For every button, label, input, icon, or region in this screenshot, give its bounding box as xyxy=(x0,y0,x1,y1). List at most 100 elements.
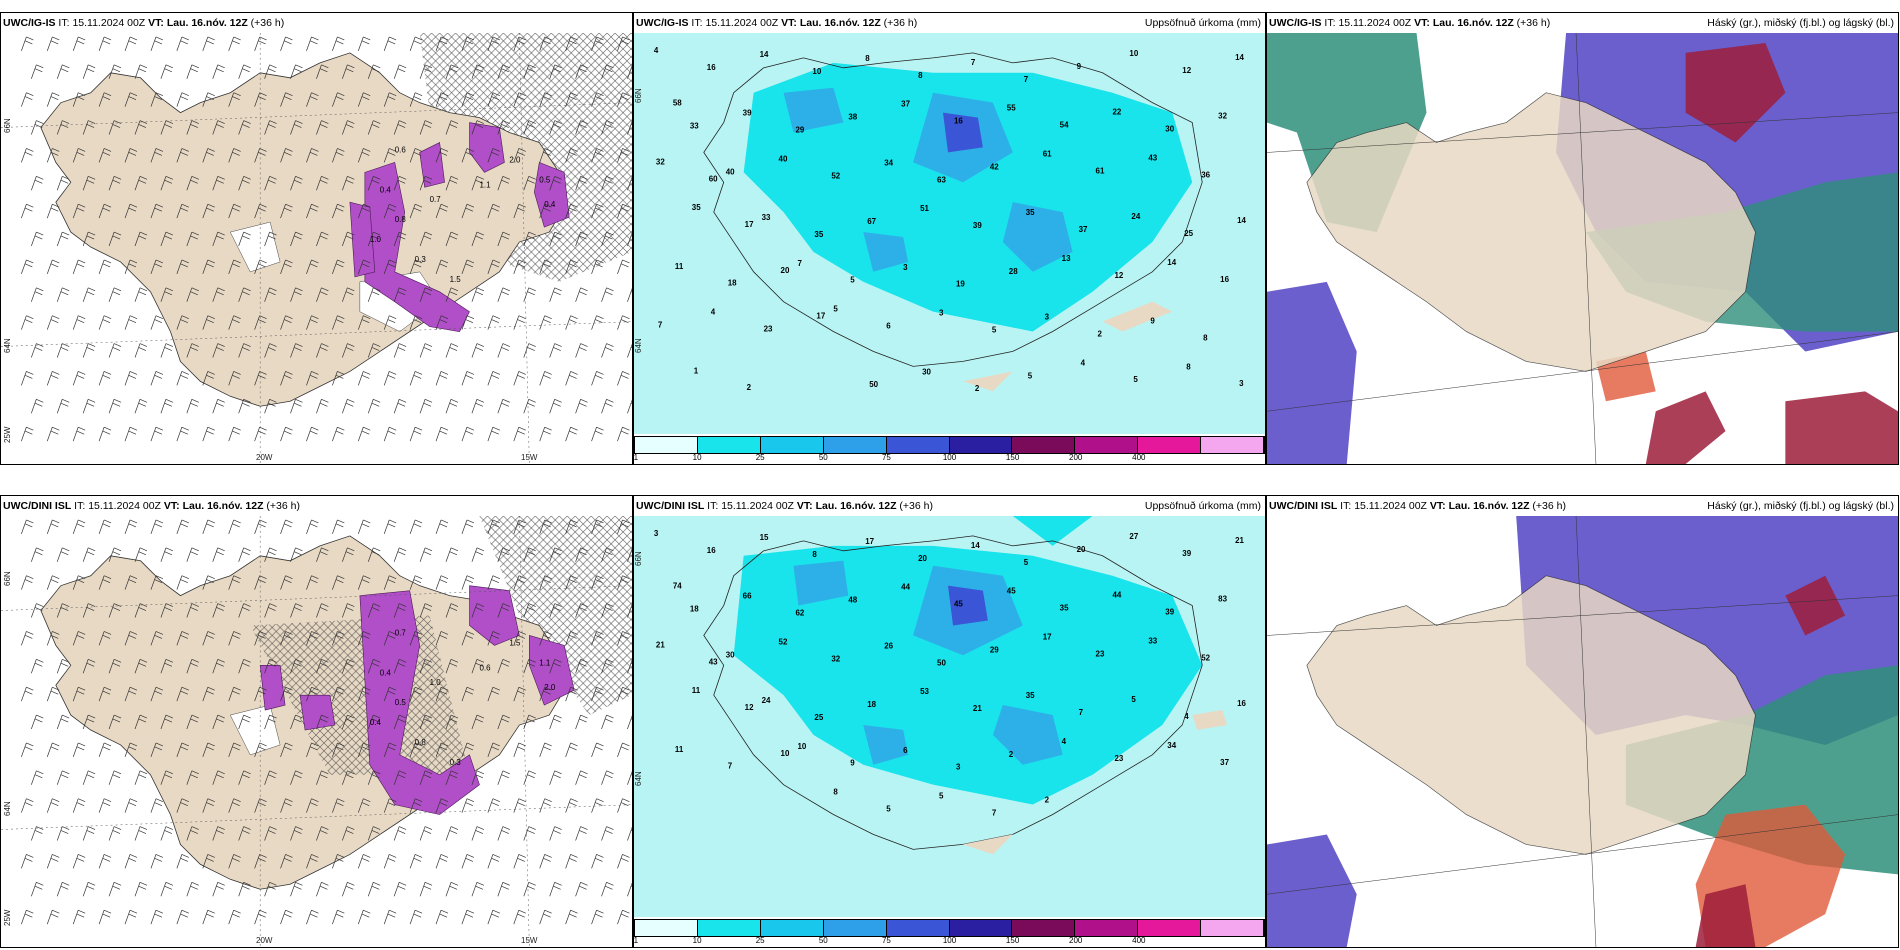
colorbar-swatch xyxy=(949,437,1013,453)
wind-barb xyxy=(108,659,122,674)
wind-barb xyxy=(409,631,423,646)
wind-barb xyxy=(134,547,148,562)
colorbar-tick-label: 75 xyxy=(881,936,891,945)
wind-barb xyxy=(316,881,329,897)
wind-barb xyxy=(513,36,526,52)
iceland-outline xyxy=(703,535,1203,850)
wind-barb xyxy=(565,36,578,52)
panel-wind-precip-ig: UWC/IG-IS IT: 15.11.2024 00Z VT: Lau. 16… xyxy=(0,12,633,465)
wind-barb xyxy=(316,231,329,247)
wind-barb xyxy=(316,64,329,79)
wind-barb xyxy=(72,92,86,107)
wind-barb xyxy=(445,120,459,135)
colorbar-swatch xyxy=(697,437,761,453)
precip-amount: 61 xyxy=(1096,166,1105,175)
wind-barb xyxy=(627,715,632,730)
wind-barb xyxy=(591,315,604,330)
wind-barb xyxy=(565,575,578,590)
wind-barb xyxy=(523,231,536,247)
precip-amount: 18 xyxy=(867,700,876,709)
wind-barb xyxy=(228,519,241,535)
wind-barb xyxy=(367,770,381,785)
wind-barb xyxy=(202,203,215,219)
precip-amount: 8 xyxy=(918,71,923,80)
wind-barb xyxy=(290,547,303,562)
wind-barb xyxy=(383,798,397,813)
wind-barb xyxy=(124,854,138,869)
wind-barb xyxy=(56,343,70,358)
iceland-cloud-map xyxy=(1267,33,1898,464)
precip-amount: 7 xyxy=(971,58,976,67)
precip-amount: 7 xyxy=(658,321,663,330)
wind-barb xyxy=(497,547,510,562)
wind-barb xyxy=(264,770,277,785)
precip-value-label: 1.1 xyxy=(479,180,491,189)
it-label: IT: xyxy=(707,500,719,512)
wind-barb xyxy=(238,603,251,618)
wind-barb xyxy=(160,547,174,562)
wind-barb xyxy=(254,315,267,330)
wind-barb xyxy=(212,881,225,897)
wind-barb xyxy=(21,854,34,869)
wind-barb xyxy=(290,176,303,191)
wind-barb xyxy=(513,426,526,442)
wind-barb xyxy=(264,398,277,414)
wind-barb xyxy=(176,203,189,219)
wind-barb xyxy=(316,826,329,841)
wind-barb xyxy=(98,371,112,386)
wind-barb xyxy=(513,742,526,757)
colorbar-tick-label: 100 xyxy=(942,453,957,462)
vt-value: Lau. 16.nóv. 12Z xyxy=(166,17,248,29)
wind-barb xyxy=(280,854,293,869)
wind-barb xyxy=(176,92,189,107)
wind-barb xyxy=(134,714,148,730)
precip-map: 4 16 14 10 8 8 7 7 9 10 12 14 33 39 29 38 37 16 55 54 22 30 32… xyxy=(634,33,1265,434)
wind-barb xyxy=(306,575,319,590)
precip-amount: 9 xyxy=(1077,62,1082,71)
wind-barb xyxy=(21,519,34,535)
wind-barb xyxy=(72,259,86,274)
wind-barb xyxy=(435,798,449,813)
wind-barb xyxy=(435,259,449,274)
wind-barb xyxy=(56,398,70,414)
wind-barb xyxy=(332,148,345,163)
wind-barb xyxy=(617,798,630,813)
colorbar-boxes xyxy=(634,919,1265,937)
iceland-precip-map: 4161410887791012143339293837165554223032… xyxy=(634,33,1265,434)
precip-amount: 51 xyxy=(920,204,929,213)
wind-barb xyxy=(254,909,267,925)
wind-barb xyxy=(46,426,60,442)
wind-barb xyxy=(435,742,449,757)
precip-amount: 39 xyxy=(743,109,752,118)
wind-barb xyxy=(280,148,293,163)
wind-barb xyxy=(601,120,614,135)
wind-barb xyxy=(134,231,148,247)
lead-time: (+36 h) xyxy=(883,17,918,29)
wind-barb xyxy=(228,686,241,702)
wind-barb xyxy=(357,371,371,386)
precip-amount: 25 xyxy=(1184,229,1193,238)
wind-barb xyxy=(21,742,34,757)
precip-amount: 23 xyxy=(1096,649,1105,658)
wind-barb xyxy=(280,36,293,52)
wind-barb xyxy=(150,798,164,813)
wind-barb xyxy=(98,854,112,869)
wind-barb xyxy=(228,315,241,330)
wind-barb xyxy=(461,92,475,107)
colorbar-swatch xyxy=(1012,920,1076,936)
wind-barb xyxy=(332,315,345,330)
precip-amount: 11 xyxy=(675,745,684,754)
wind-barb xyxy=(176,315,189,330)
wind-barb xyxy=(316,547,329,562)
wind-barb xyxy=(186,176,199,191)
wind-map: 0.4 0.8 1.0 0.3 0.7 1.5 0.6 2.0 1.1 0.4 0.5 xyxy=(1,516,632,947)
wind-barb xyxy=(497,120,510,135)
wind-barb xyxy=(82,770,96,785)
wind-barb xyxy=(565,742,578,757)
wind-barb xyxy=(72,686,86,702)
wind-barb xyxy=(316,603,329,618)
precip-amount: 11 xyxy=(692,686,701,695)
wind-barb xyxy=(98,519,112,535)
wind-barb xyxy=(316,659,329,674)
wind-barb xyxy=(46,854,60,869)
